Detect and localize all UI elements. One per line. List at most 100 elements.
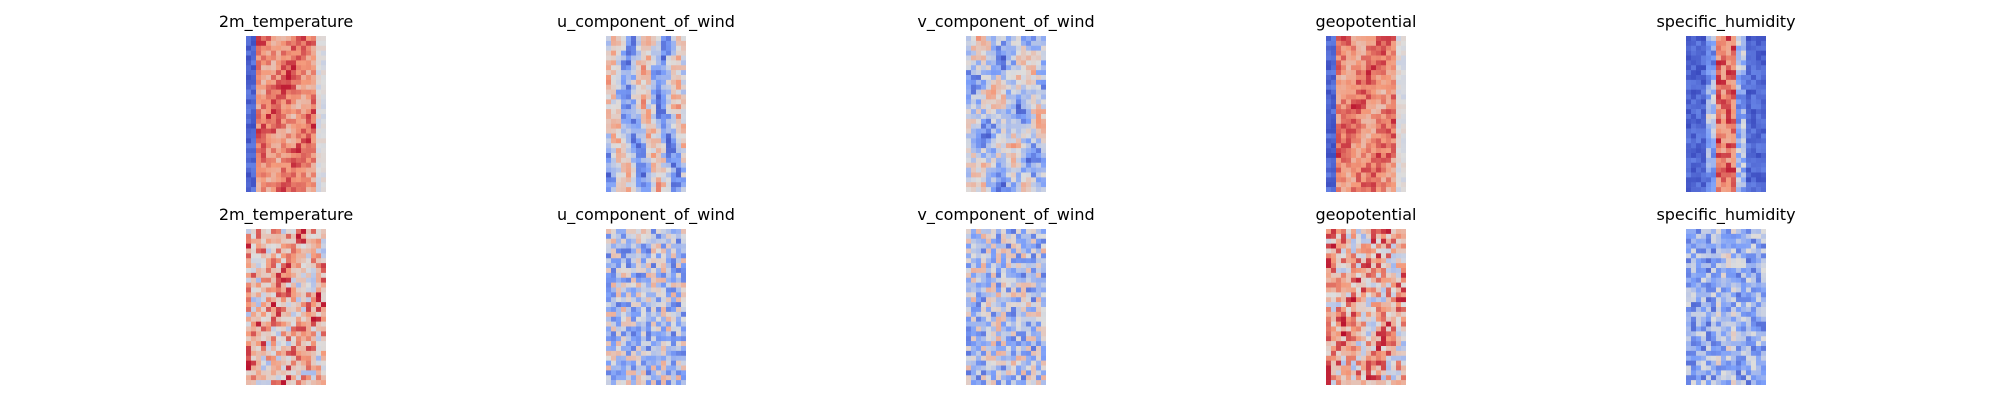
heatmap-cell <box>276 272 282 279</box>
heatmap-cell <box>621 89 627 95</box>
heatmap-cell <box>636 258 642 264</box>
heatmap-cell <box>1701 167 1707 173</box>
heatmap-cell <box>991 350 997 357</box>
heatmap-cell <box>966 238 972 244</box>
subplot-geopotential-row1: geopotential <box>1216 12 1516 192</box>
heatmap-cell <box>1761 143 1766 149</box>
heatmap-cell <box>1701 94 1707 100</box>
heatmap-cell <box>966 365 972 371</box>
heatmap-cell <box>266 370 272 376</box>
heatmap-cell <box>1696 277 1702 283</box>
heatmap-cell <box>256 143 262 149</box>
heatmap-cell <box>1381 40 1387 47</box>
heatmap-cell <box>266 128 272 134</box>
heatmap-cell <box>1341 148 1347 154</box>
heatmap-cell <box>276 263 282 269</box>
heatmap-cell <box>291 153 297 159</box>
heatmap-cell <box>1016 268 1022 274</box>
heatmap-cell <box>1011 177 1017 183</box>
heatmap-cell <box>661 238 667 244</box>
heatmap-cell <box>651 40 657 47</box>
heatmap-cell <box>1366 233 1372 240</box>
heatmap-cell <box>641 282 647 288</box>
heatmap-cell <box>1706 143 1712 149</box>
heatmap-cell <box>251 177 257 183</box>
heatmap-cell <box>281 109 287 115</box>
heatmap-cell <box>1016 307 1022 313</box>
heatmap-cell <box>286 109 292 115</box>
heatmap-cell <box>646 346 652 352</box>
heatmap-cell <box>1696 45 1702 51</box>
heatmap-cell <box>1686 307 1692 313</box>
heatmap-cell <box>1741 177 1747 183</box>
heatmap-cell <box>606 350 612 357</box>
heatmap-cell <box>631 307 637 313</box>
heatmap-cell <box>301 355 307 361</box>
heatmap-cell <box>971 243 977 249</box>
heatmap-cell <box>986 355 992 361</box>
heatmap-cell <box>981 109 987 115</box>
heatmap-cell <box>1016 99 1022 105</box>
heatmap-cell <box>1041 229 1046 235</box>
heatmap-cell <box>286 331 292 337</box>
heatmap-cell <box>1041 346 1046 352</box>
heatmap-cell <box>991 65 997 71</box>
heatmap-cell <box>1341 331 1347 337</box>
heatmap-cell <box>681 79 686 86</box>
heatmap-cell <box>991 157 997 164</box>
heatmap-cell <box>1011 40 1017 47</box>
heatmap-cell <box>971 272 977 279</box>
heatmap-cell <box>641 370 647 376</box>
heatmap-cell <box>1741 272 1747 279</box>
heatmap-cell <box>981 157 987 164</box>
heatmap-cell <box>646 248 652 254</box>
heatmap-cell <box>661 355 667 361</box>
heatmap-cell <box>1711 109 1717 115</box>
heatmap-cell <box>1346 36 1352 42</box>
heatmap-cell <box>256 55 262 61</box>
heatmap-cell <box>991 36 997 42</box>
heatmap-cell <box>646 187 652 192</box>
heatmap-cell <box>1701 40 1707 47</box>
heatmap-cell <box>1331 138 1337 144</box>
heatmap-cell <box>671 307 677 313</box>
heatmap-cell <box>1036 109 1042 115</box>
heatmap-cell <box>1036 114 1042 120</box>
heatmap-cell <box>1726 167 1732 173</box>
heatmap-cell <box>1031 331 1037 337</box>
heatmap-cell <box>1336 55 1342 61</box>
heatmap-cell <box>1011 157 1017 164</box>
heatmap-cell <box>1366 157 1372 164</box>
heatmap-cell <box>276 70 282 76</box>
heatmap-cell <box>1026 167 1032 173</box>
heatmap-cell <box>1016 248 1022 254</box>
heatmap-cell <box>631 177 637 183</box>
heatmap-cell <box>1746 148 1752 154</box>
heatmap-cell <box>681 60 686 66</box>
heatmap-cell <box>1701 50 1707 56</box>
heatmap-cell <box>1401 321 1406 327</box>
heatmap-cell <box>1016 258 1022 264</box>
heatmap-cell <box>626 55 632 61</box>
heatmap-cell <box>1021 99 1027 105</box>
heatmap-cell <box>671 123 677 129</box>
heatmap-cell <box>991 233 997 240</box>
heatmap-cell <box>976 277 982 283</box>
heatmap-cell <box>1706 94 1712 100</box>
heatmap-cell <box>251 297 257 303</box>
heatmap-cell <box>981 187 987 192</box>
heatmap-cell <box>606 341 612 347</box>
heatmap-cell <box>656 133 662 139</box>
heatmap-cell <box>656 60 662 66</box>
heatmap-cell <box>1401 143 1406 149</box>
heatmap-cell <box>1351 187 1357 192</box>
heatmap-cell <box>971 287 977 293</box>
heatmap-cell <box>1706 70 1712 76</box>
heatmap-cell <box>1716 326 1722 332</box>
heatmap-cell <box>626 157 632 164</box>
heatmap-cell <box>1016 94 1022 100</box>
heatmap-cell <box>1391 70 1397 76</box>
subplot-title: 2m_temperature <box>218 12 354 31</box>
heatmap-cell <box>656 167 662 173</box>
heatmap-cell <box>316 346 322 352</box>
